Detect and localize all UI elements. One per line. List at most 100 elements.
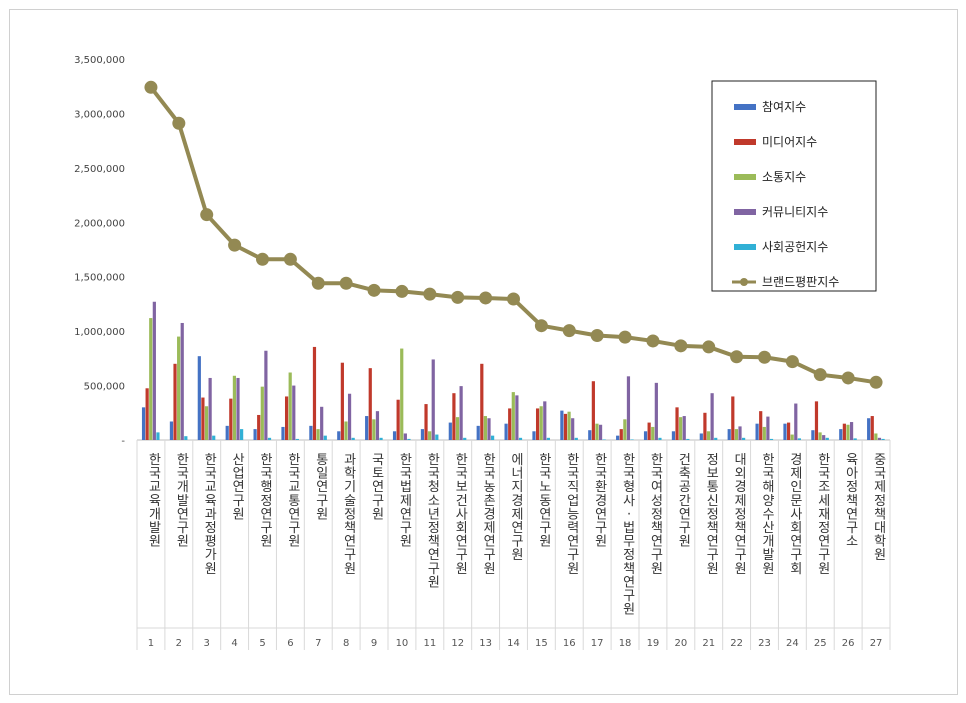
rank-label: 16 <box>563 638 576 649</box>
bar <box>403 433 407 440</box>
bar <box>424 404 428 440</box>
bar <box>240 429 244 440</box>
bar <box>515 395 519 440</box>
legend-swatch <box>734 209 756 215</box>
line-point <box>479 291 493 305</box>
bar <box>679 417 683 440</box>
bar <box>463 437 467 440</box>
bar <box>295 438 299 440</box>
bar <box>714 437 718 440</box>
rank-label: 25 <box>814 638 827 649</box>
bar <box>476 425 480 440</box>
bar <box>814 401 819 440</box>
line-point <box>869 375 883 389</box>
bar <box>448 422 452 440</box>
bar <box>173 363 177 440</box>
rank-label: 21 <box>702 638 715 649</box>
bar <box>532 431 536 440</box>
bar <box>881 438 885 440</box>
bar <box>236 377 240 440</box>
rank-label: 24 <box>786 638 799 649</box>
bar <box>574 437 578 440</box>
bar <box>839 429 843 440</box>
bar <box>706 431 711 440</box>
bar <box>152 301 156 440</box>
rank-label: 11 <box>423 638 436 649</box>
line-point <box>283 252 297 266</box>
legend-label: 커뮤니티지수 <box>762 205 828 219</box>
bar <box>347 393 352 440</box>
bar <box>699 433 703 440</box>
rank-label: 23 <box>758 638 771 649</box>
bar <box>253 429 257 440</box>
rank-label: 9 <box>371 638 377 649</box>
bar <box>288 372 292 440</box>
bar <box>407 438 411 440</box>
bar <box>518 437 523 440</box>
bar <box>710 393 714 440</box>
rank-label: 15 <box>535 638 548 649</box>
chart-frame: - 500,000 1,000,000 1,500,000 2,000,000 2,500… <box>9 9 958 695</box>
bar <box>483 416 488 440</box>
bar <box>595 423 599 440</box>
bar <box>546 437 550 440</box>
bar <box>312 346 317 440</box>
bar <box>686 438 690 440</box>
bar <box>459 386 463 440</box>
rank-label: 4 <box>231 638 237 649</box>
bar <box>616 435 620 440</box>
bar <box>822 435 826 440</box>
rank-label: 5 <box>259 638 265 649</box>
bar <box>790 434 794 440</box>
line-point <box>730 350 744 364</box>
bar <box>682 416 686 440</box>
bar <box>229 398 233 440</box>
bar <box>197 356 201 440</box>
bar <box>431 359 435 440</box>
bar <box>543 401 547 440</box>
bar <box>797 438 801 440</box>
bar <box>344 421 348 440</box>
bar <box>232 375 237 440</box>
bar <box>156 432 160 440</box>
bar <box>794 403 798 440</box>
y-tick-label: 2,500,000 <box>74 164 125 175</box>
line-point <box>813 368 827 382</box>
bar <box>588 430 592 440</box>
bar <box>141 407 146 440</box>
rank-label: 7 <box>315 638 321 649</box>
line-point <box>172 116 186 130</box>
y-tick-label: 3,000,000 <box>74 109 125 120</box>
bar <box>731 396 735 440</box>
line-point <box>702 340 716 354</box>
rank-label: 1 <box>148 638 154 649</box>
bar <box>396 399 400 440</box>
y-tick-label: 2,000,000 <box>74 218 125 229</box>
bar <box>365 416 369 440</box>
bar <box>874 433 878 440</box>
legend-label: 참여지수 <box>762 100 806 114</box>
bar <box>372 419 376 440</box>
bar <box>675 407 679 440</box>
rank-label: 12 <box>451 638 464 649</box>
bar <box>651 426 655 440</box>
legend-label: 미디어지수 <box>762 135 817 149</box>
line-point <box>200 208 214 222</box>
bar <box>734 429 739 440</box>
rank-label: 8 <box>343 638 349 649</box>
rank-label: 20 <box>674 638 687 649</box>
bar <box>535 408 540 440</box>
bar <box>169 421 174 440</box>
